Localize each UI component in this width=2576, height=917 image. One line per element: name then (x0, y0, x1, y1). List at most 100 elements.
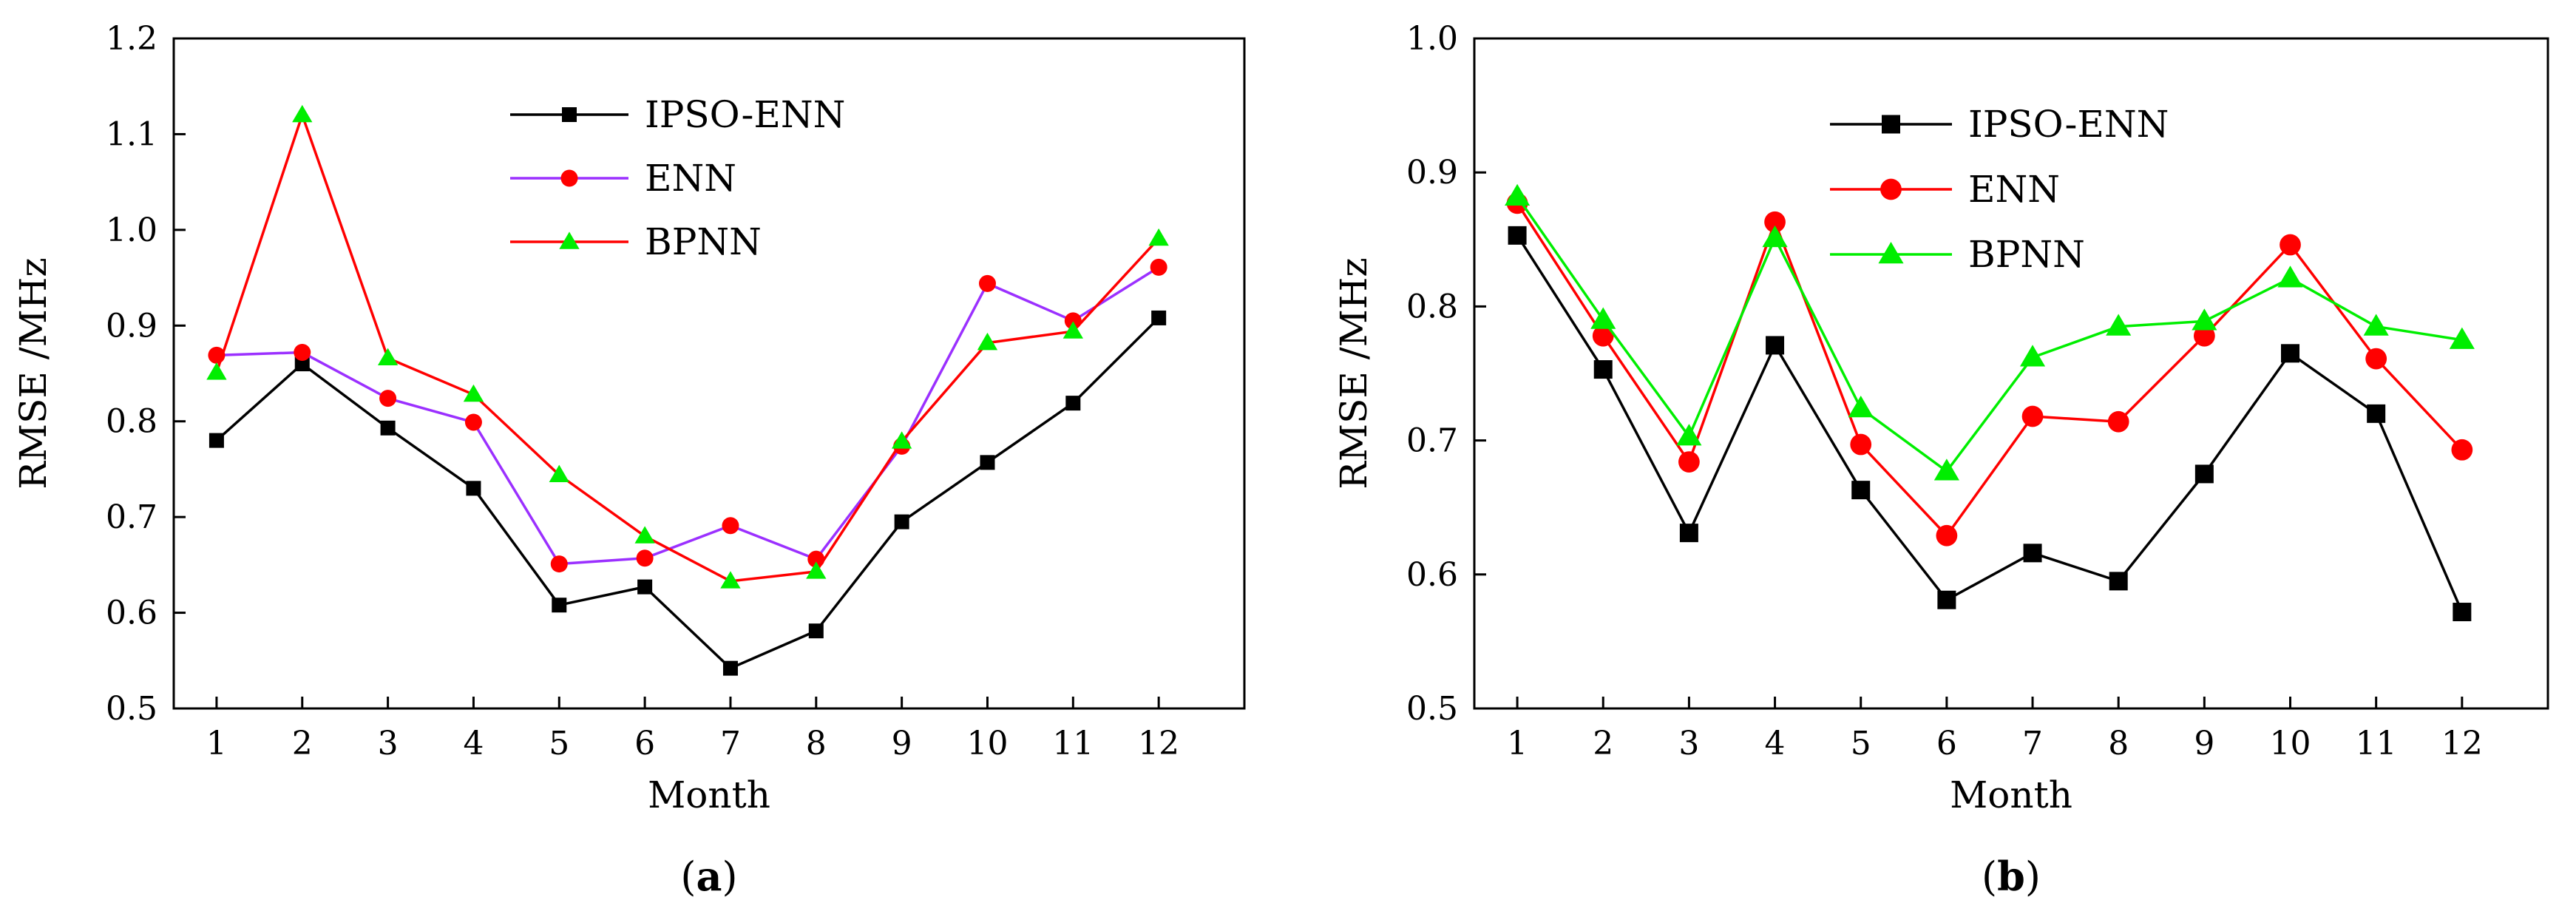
legend-marker (1880, 178, 1902, 200)
data-point (2365, 348, 2387, 370)
data-point (2106, 314, 2132, 336)
data-point (463, 384, 484, 402)
data-point (806, 561, 827, 579)
y-tick-label: 0.5 (1406, 690, 1458, 728)
y-tick-label: 0.5 (106, 690, 157, 728)
data-point (1062, 321, 1083, 339)
y-tick-label: 1.1 (106, 115, 157, 153)
data-point (377, 348, 399, 366)
y-axis-label: RMSE /MHz (12, 257, 55, 489)
legend-label: BPNN (1968, 233, 2085, 276)
legend-marker (560, 169, 578, 187)
data-point (1505, 183, 1531, 206)
data-point (209, 433, 224, 448)
plot-frame (172, 37, 1246, 710)
data-point (206, 362, 227, 380)
chart-a: 0.50.60.70.80.91.01.11.21 2 3 4 5 6 7 8 9 10 11 12M… (12, 20, 1246, 900)
data-point (379, 390, 397, 407)
y-tick-label: 0.9 (1406, 154, 1458, 192)
data-point (1593, 360, 1613, 379)
data-point (1592, 325, 1614, 347)
panel-label-close: ) (2025, 853, 2041, 900)
data-point (552, 598, 567, 613)
series-enn (1506, 192, 2473, 547)
data-point (1150, 258, 1167, 276)
data-point (2453, 603, 2472, 622)
legend-label: ENN (1968, 168, 2060, 211)
y-tick-label: 0.7 (106, 498, 157, 536)
x-axis-label: Month (648, 774, 770, 816)
data-point (720, 571, 741, 589)
legend-marker (562, 107, 577, 122)
y-tick-label: 0.9 (106, 307, 157, 345)
y-tick-label: 1.2 (106, 20, 157, 58)
series-enn (208, 258, 1167, 573)
x-tick-label: 12 (2441, 725, 2483, 762)
x-axis-label: Month (1950, 774, 2072, 816)
data-point (894, 514, 909, 529)
legend-label: ENN (645, 157, 736, 200)
data-point (1678, 451, 1700, 473)
x-tick-label: 12 (1138, 725, 1179, 762)
data-point (1937, 590, 1956, 609)
series-line (215, 113, 1160, 583)
data-point (2192, 308, 2217, 331)
data-point (2023, 544, 2042, 563)
plot-frame (1473, 37, 2549, 710)
x-tick-label: 1 (1507, 725, 1528, 762)
x-tick-label: 6 (1936, 725, 1957, 762)
x-tick-label: 3 (1678, 725, 1699, 762)
data-point (2109, 572, 2128, 591)
series-line (1516, 202, 2464, 538)
panel-label: (a) (680, 853, 737, 900)
panel-label: (b) (1982, 853, 2041, 900)
data-point (722, 660, 738, 676)
x-tick-label: 6 (634, 725, 655, 762)
y-tick-label: 0.8 (106, 403, 157, 441)
data-point (1851, 481, 1871, 500)
legend: IPSO-ENN ENN BPNN (510, 93, 845, 263)
series-ipso-enn (1508, 226, 2472, 622)
x-tick-label: 3 (378, 725, 399, 762)
y-tick-label: 0.6 (106, 595, 157, 632)
x-tick-label: 1 (206, 725, 227, 762)
legend-marker (1878, 241, 1904, 264)
series-line (215, 317, 1160, 670)
x-tick-label: 5 (1851, 725, 1871, 762)
data-point (1151, 310, 1167, 325)
data-point (977, 332, 998, 351)
data-point (294, 356, 310, 372)
data-point (1764, 211, 1786, 233)
series-line (1516, 195, 2463, 473)
data-point (978, 274, 996, 292)
data-point (1848, 396, 1874, 418)
legend-label: IPSO-ENN (645, 93, 845, 136)
data-point (294, 344, 311, 362)
legend-marker (1882, 115, 1900, 134)
data-point (634, 526, 655, 544)
y-axis-label: RMSE /MHz (1332, 257, 1375, 489)
series-bpnn (1505, 183, 2475, 481)
data-point (1676, 424, 1702, 446)
y-tick-label: 1.0 (106, 212, 157, 249)
series-bpnn (206, 104, 1169, 589)
legend: IPSO-ENN ENN BPNN (1830, 103, 2169, 276)
panel-label-letter: b (1997, 853, 2025, 900)
x-tick-label: 9 (2194, 725, 2214, 762)
data-point (808, 623, 824, 639)
data-point (1148, 228, 1169, 246)
x-tick-label: 4 (463, 725, 484, 762)
series-ipso-enn (209, 310, 1167, 676)
data-point (2367, 404, 2386, 423)
legend-label: BPNN (645, 220, 762, 263)
data-point (549, 464, 569, 482)
data-point (2193, 325, 2215, 347)
y-tick-label: 0.8 (1406, 288, 1458, 325)
data-point (636, 549, 654, 567)
data-point (2021, 405, 2044, 427)
data-point (891, 431, 912, 449)
data-point (1850, 433, 1872, 456)
data-point (550, 555, 568, 573)
data-point (466, 481, 481, 496)
